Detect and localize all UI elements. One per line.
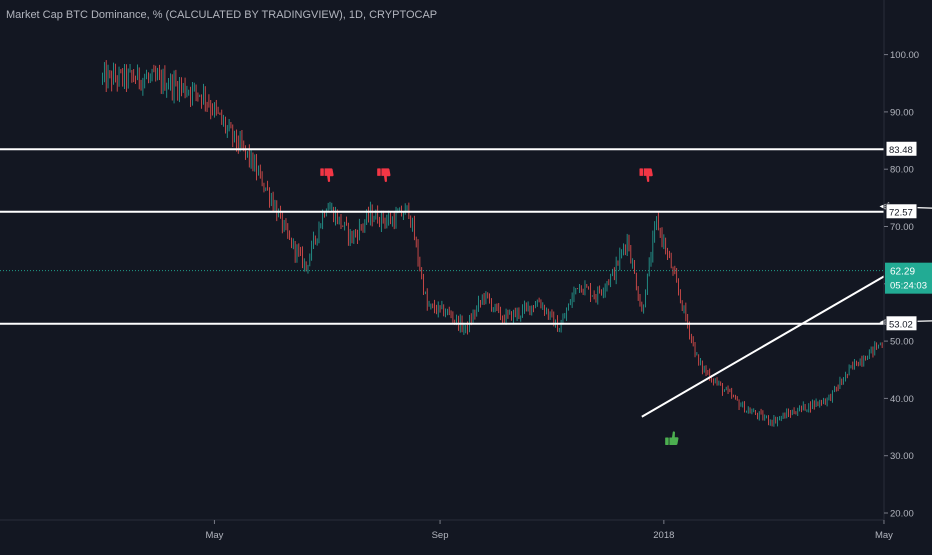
thumb-cuff — [665, 437, 669, 446]
level-price-label: 83.48 — [885, 140, 918, 157]
thumb-cuff — [639, 168, 643, 176]
level-price-label: 53.02 — [885, 315, 918, 332]
x-tick-label: May — [205, 530, 223, 541]
thumbs-down-icon — [639, 168, 653, 183]
thumb-cuff — [320, 168, 324, 176]
y-tick-label: 100.00 — [890, 50, 919, 61]
thumb-hand — [669, 431, 679, 446]
thumb-hand — [643, 168, 653, 183]
thumb-cuff — [377, 168, 381, 176]
thumbs-down-icon — [377, 168, 391, 183]
level-label-box — [885, 140, 918, 157]
chart-title: Market Cap BTC Dominance, % (CALCULATED … — [6, 9, 438, 21]
level-label-text: 72.57 — [889, 207, 913, 218]
thumb-hand — [324, 168, 334, 183]
thumbs-down-icon — [320, 168, 334, 183]
x-tick-label: Sep — [432, 530, 449, 541]
thumbs-up-icon — [665, 431, 679, 446]
level-label-text: 83.48 — [889, 145, 913, 156]
y-tick-label: 70.00 — [890, 222, 914, 233]
y-tick-label: 50.00 — [890, 337, 914, 348]
support-trendline[interactable] — [641, 275, 885, 418]
y-tick-label: 30.00 — [890, 451, 914, 462]
thumb-hand — [381, 168, 391, 183]
y-tick-label: 80.00 — [890, 165, 914, 176]
level-label-box — [885, 203, 918, 220]
level-label-text: 53.02 — [889, 319, 913, 330]
current-price-badge: 62.29 05:24:03 — [885, 262, 932, 294]
y-tick-label: 40.00 — [890, 394, 914, 405]
current-price-value: 62.29 — [890, 267, 915, 278]
y-tick-label: 20.00 — [890, 509, 914, 520]
y-tick-label: 90.00 — [890, 107, 914, 118]
x-tick-label: 2018 — [653, 530, 674, 541]
x-tick-label: May — [875, 530, 893, 541]
level-label-box — [885, 315, 918, 332]
level-price-label: 72.57 — [885, 203, 918, 220]
candles — [102, 60, 884, 427]
countdown-timer: 05:24:03 — [890, 281, 927, 292]
current-price-box — [885, 262, 932, 294]
